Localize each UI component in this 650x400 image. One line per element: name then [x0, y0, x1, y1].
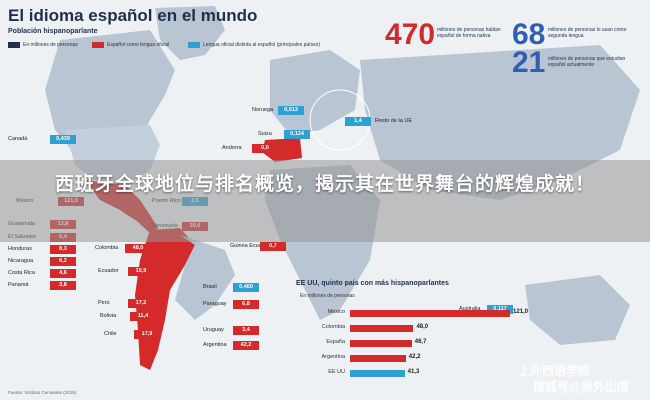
source-note: Fuente: Instituto Cervantes (2015)	[8, 390, 77, 395]
headline-banner	[0, 160, 650, 242]
map-label-value: 0,439	[50, 135, 76, 144]
stat-68-number: 68	[512, 18, 546, 51]
bar-chart-title: EE UU, quinto país con más hispanoparlan…	[296, 280, 449, 287]
bar-mark	[350, 355, 406, 362]
map-label-value: 4,6	[50, 269, 76, 278]
map-label-value: 0,7	[260, 242, 286, 251]
bar-value-label: 121,0	[513, 309, 529, 315]
bar-mark	[350, 325, 414, 332]
brazil	[175, 235, 235, 320]
map-label-name: Honduras	[8, 246, 32, 252]
legend-swatch-navy	[8, 42, 20, 48]
map-label-name: Guinea Ecuatorial	[230, 243, 274, 249]
legend-swatch-blue	[188, 42, 200, 48]
map-label-value: 17,2	[128, 299, 154, 308]
stat-470-text: millones de personas hablan español de f…	[437, 27, 501, 39]
map-label-name: Colombia	[95, 245, 119, 251]
map-label-name: Resto de la UE	[375, 118, 412, 124]
map-label-name: Noruega	[252, 107, 274, 113]
map-label-value: 17,9	[134, 330, 160, 339]
map-label-value: 3,4	[233, 326, 259, 335]
map-label-name: Brasil	[203, 284, 217, 290]
map-label-value: 48,0	[125, 244, 151, 253]
greenland	[155, 6, 225, 60]
bar-category-label: EE UU	[328, 369, 345, 375]
map-label-name: Bolivia	[100, 313, 117, 319]
map-label-name: Australia	[459, 306, 481, 312]
page-subtitle: Población hispanoparlante	[8, 28, 98, 35]
stat-21-number: 21	[512, 46, 546, 79]
bar-category-label: México	[327, 309, 345, 315]
page-title: El idioma español en el mundo	[8, 6, 258, 25]
bar-value-label: 46,7	[414, 339, 427, 345]
watermark-line1: 上外西语学院	[518, 364, 591, 378]
bar-value-label: 41,3	[407, 369, 420, 375]
map-label-value: 11,4	[130, 312, 156, 321]
headline-text: 西班牙全球地位与排名概览，揭示其在世界舞台的辉煌成就！	[54, 174, 595, 195]
map-label-name: Suiza	[258, 131, 272, 137]
map-label-name: Canadá	[8, 136, 28, 142]
map-label-name: Costa Rica	[8, 270, 35, 276]
bar-value-label: 48,0	[416, 324, 429, 330]
bar-category-label: Colombia	[321, 324, 345, 330]
map-label-value: 42,2	[233, 341, 259, 350]
legend-label: Español como lengua oficial	[107, 42, 170, 48]
map-label-name: Chile	[104, 331, 117, 337]
stat-68-text: millones de personas lo usan como segund…	[548, 27, 627, 39]
map-label-value: 15,9	[128, 267, 154, 276]
legend-non-official: Lengua oficial distinta al español (prin…	[188, 40, 320, 50]
australia	[525, 275, 630, 345]
bar-category-label: Argentina	[321, 354, 345, 360]
legend-official: Español como lengua oficial	[92, 40, 169, 50]
stat-470-number: 470	[385, 18, 436, 51]
map-label-name: Andorra	[222, 145, 242, 151]
bar-mark	[350, 370, 405, 377]
map-label-value: 3,8	[50, 281, 76, 290]
map-label-value: 8,3	[50, 245, 76, 254]
map-label-value: 0,460	[233, 283, 259, 292]
bar-mark	[350, 340, 412, 347]
legend-millions: En millones de personas	[8, 40, 78, 50]
map-label-name: Paraguay	[203, 301, 227, 307]
bar-chart-subtitle: En millones de personas	[300, 293, 355, 299]
map-label-name: Argentina	[203, 342, 227, 348]
map-label-value: 6,2	[50, 257, 76, 266]
map-label-value: 6,8	[233, 300, 259, 309]
map-label-name: Nicaragua	[8, 258, 34, 264]
bar-category-label: España	[326, 339, 345, 345]
bar-value-label: 42,2	[408, 354, 421, 360]
stat-21-text: millones de personas que estudian españo…	[548, 56, 626, 68]
map-label-value: 0,124	[284, 130, 310, 139]
bar-mark	[350, 310, 510, 317]
map-label-value: 0,117	[487, 305, 513, 314]
map-label-name: Perú	[98, 300, 110, 306]
map-label-name: Ecuador	[98, 268, 119, 274]
legend-label: En millones de personas	[23, 42, 78, 48]
legend-swatch-red	[92, 42, 104, 48]
legend-label: Lengua oficial distinta al español (prin…	[203, 42, 321, 48]
map-label-value: 1,4	[345, 117, 371, 126]
map-label-name: Panamá	[8, 282, 29, 288]
map-label-value: 0,013	[278, 106, 304, 115]
map-label-value: 0,0	[252, 144, 278, 153]
map-label-name: Uruguay	[203, 327, 224, 333]
watermark-line2: 搜狐号@尚外出国	[533, 380, 629, 394]
